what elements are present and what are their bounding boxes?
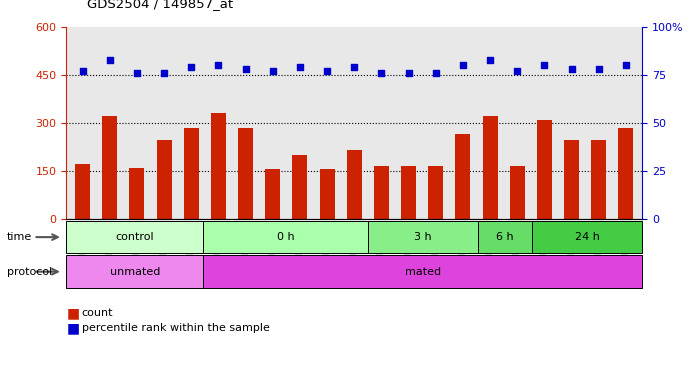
Text: 6 h: 6 h (496, 232, 514, 242)
Bar (510, 166, 525, 219)
Text: 24 h: 24 h (575, 232, 600, 242)
Text: mated: mated (405, 266, 441, 277)
Point (621, 62, 632, 68)
Point (267, 68, 279, 74)
Bar (265, 169, 280, 219)
Point (240, 66, 251, 72)
Bar (482, 116, 498, 219)
Bar (533, 221, 642, 253)
Point (403, 70, 414, 76)
Bar (455, 134, 470, 219)
Bar (537, 120, 552, 219)
Text: ■: ■ (66, 306, 80, 320)
Point (376, 70, 387, 76)
Bar (292, 155, 307, 219)
Point (539, 62, 550, 68)
Point (295, 64, 306, 70)
Bar (401, 166, 416, 219)
Bar (66, 221, 203, 253)
Point (566, 66, 577, 72)
Point (158, 70, 170, 76)
Bar (368, 221, 477, 253)
Text: protocol: protocol (7, 266, 52, 277)
Point (430, 70, 441, 76)
Point (186, 64, 197, 70)
Text: 3 h: 3 h (414, 232, 431, 242)
Bar (429, 166, 443, 219)
Text: unmated: unmated (110, 266, 160, 277)
Text: GDS2504 / 149857_at: GDS2504 / 149857_at (87, 0, 233, 10)
Point (348, 64, 360, 70)
Bar (184, 127, 199, 219)
Text: control: control (116, 232, 154, 242)
Point (104, 56, 115, 63)
Point (131, 70, 142, 76)
Bar (238, 127, 253, 219)
Point (77, 68, 88, 74)
Point (213, 62, 224, 68)
Bar (591, 141, 606, 219)
Bar (203, 255, 642, 288)
Bar (75, 164, 90, 219)
Text: count: count (82, 308, 113, 318)
Bar (347, 150, 362, 219)
Bar (211, 113, 226, 219)
Point (457, 62, 468, 68)
Point (593, 66, 604, 72)
Bar (320, 169, 334, 219)
Bar (156, 141, 172, 219)
Text: ■: ■ (66, 321, 80, 335)
Text: 0 h: 0 h (277, 232, 295, 242)
Bar (564, 141, 579, 219)
Point (512, 68, 523, 74)
Bar (103, 116, 117, 219)
Bar (203, 221, 368, 253)
Bar (477, 221, 533, 253)
Bar (374, 166, 389, 219)
Point (322, 68, 333, 74)
Text: percentile rank within the sample: percentile rank within the sample (82, 323, 269, 333)
Point (484, 56, 496, 63)
Bar (66, 255, 203, 288)
Bar (129, 168, 144, 219)
Bar (618, 127, 633, 219)
Text: time: time (7, 232, 32, 242)
